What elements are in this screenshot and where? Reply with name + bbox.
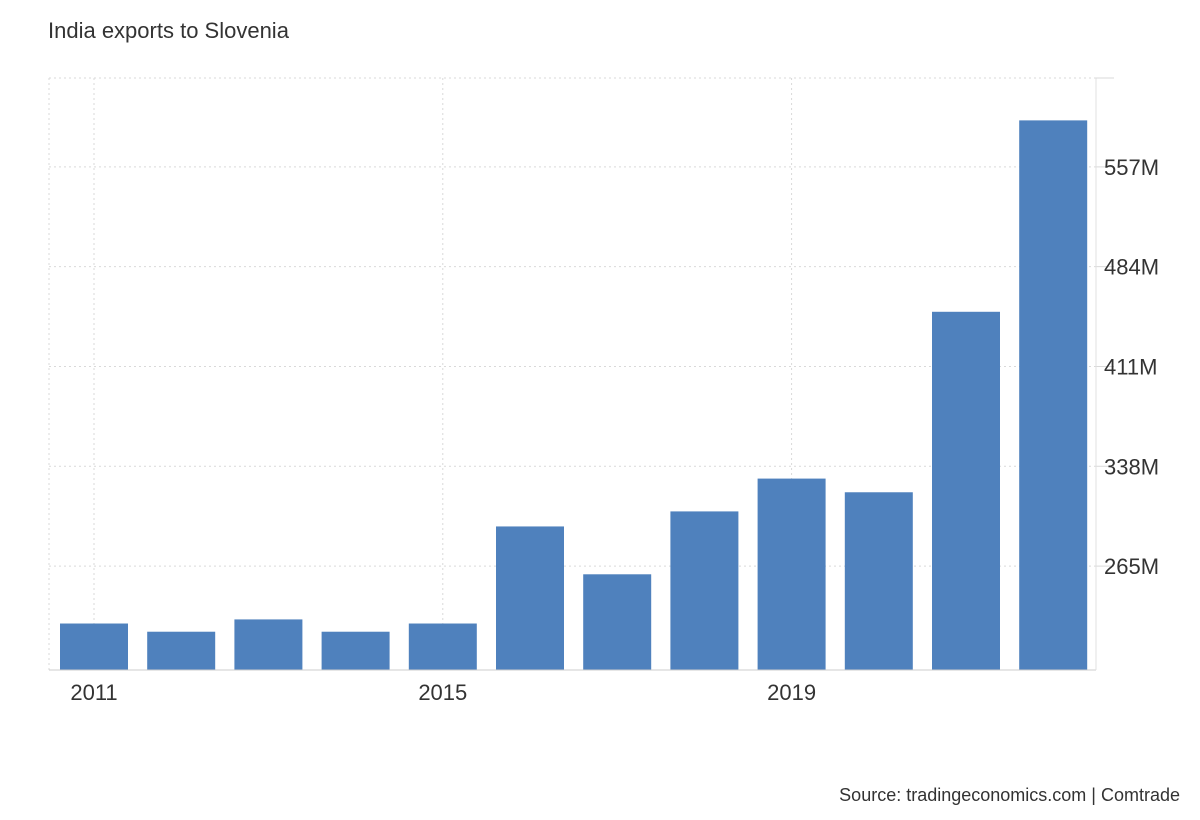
y-tick-label: 557M — [1104, 155, 1159, 180]
chart-title: India exports to Slovenia — [48, 18, 289, 43]
bar-2022 — [1019, 120, 1088, 671]
y-tick-label: 484M — [1104, 255, 1159, 280]
x-tick-labels: 2011 2015 2019 — [70, 680, 816, 705]
bar-2018 — [670, 511, 739, 670]
bar-2020 — [844, 492, 913, 670]
y-tick-labels: 265M 338M 411M 484M 557M — [1104, 155, 1159, 579]
y-tick-label: 338M — [1104, 454, 1159, 479]
bars — [60, 120, 1088, 671]
bar-2011 — [60, 623, 128, 670]
bar-2014 — [321, 631, 390, 670]
bar-2017 — [583, 574, 652, 670]
axes — [49, 77, 1114, 671]
y-tick-label: 411M — [1104, 354, 1157, 379]
x-tick-label: 2015 — [418, 680, 467, 705]
x-tick-label: 2011 — [70, 680, 117, 705]
bar-2016 — [496, 526, 564, 670]
source-note: Source: tradingeconomics.com | Comtrade — [839, 785, 1180, 805]
bar-2015 — [408, 623, 477, 670]
bar-2013 — [234, 619, 303, 670]
bar-2019 — [757, 478, 826, 670]
bar-2012 — [147, 631, 216, 670]
x-tick-label: 2019 — [767, 680, 816, 705]
y-tick-label: 265M — [1104, 554, 1159, 579]
bar-2021 — [932, 311, 1000, 670]
grid — [48, 77, 1096, 670]
